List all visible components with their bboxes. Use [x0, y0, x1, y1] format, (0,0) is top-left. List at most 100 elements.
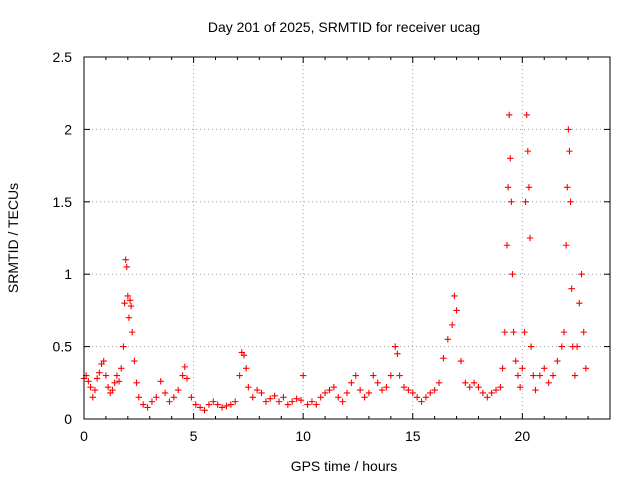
data-point — [124, 292, 132, 300]
data-point — [562, 242, 570, 249]
data-point — [109, 386, 116, 394]
data-point — [183, 375, 191, 382]
data-point — [139, 401, 147, 408]
data-point — [387, 372, 395, 379]
data-point — [427, 389, 434, 397]
data-point — [567, 198, 574, 205]
data-point — [532, 386, 539, 394]
data-point — [497, 383, 504, 391]
data-point — [218, 404, 226, 411]
data-point — [492, 386, 500, 394]
data-point — [525, 184, 533, 191]
data-point — [242, 365, 250, 372]
data-point — [400, 383, 408, 391]
data-point — [501, 328, 508, 336]
data-point — [516, 383, 524, 391]
data-point — [127, 302, 135, 310]
data-point — [284, 401, 292, 408]
data-point — [504, 184, 512, 191]
data-point — [245, 383, 252, 391]
data-point — [348, 379, 355, 386]
data-point — [571, 372, 579, 379]
data-point — [524, 147, 532, 155]
y-tick-label: 2.5 — [53, 49, 73, 65]
data-point — [118, 365, 125, 372]
data-point — [503, 242, 511, 249]
data-point — [120, 343, 127, 350]
data-point — [370, 372, 377, 379]
data-point — [576, 299, 583, 307]
data-point — [339, 398, 346, 405]
data-point — [280, 394, 287, 401]
data-point — [289, 398, 296, 405]
data-point — [457, 357, 465, 365]
x-tick-label: 15 — [405, 428, 421, 444]
data-point — [100, 357, 107, 365]
data-point — [102, 372, 110, 379]
data-point — [299, 372, 307, 379]
data-point — [317, 394, 324, 401]
data-point — [573, 343, 581, 350]
data-point — [271, 392, 278, 400]
y-tick-label: 0.5 — [53, 339, 73, 355]
data-point — [297, 396, 305, 404]
data-point — [148, 398, 156, 405]
data-point — [582, 365, 590, 372]
data-point — [499, 365, 506, 372]
data-point — [214, 401, 221, 408]
y-tick-label: 0 — [64, 411, 72, 427]
data-point — [122, 256, 129, 263]
data-point — [451, 292, 458, 300]
data-point — [335, 394, 342, 401]
data-point — [383, 383, 390, 391]
data-point — [405, 386, 412, 394]
data-point — [409, 389, 416, 397]
data-point — [394, 350, 401, 358]
data-point — [253, 386, 261, 394]
data-point — [545, 379, 552, 386]
data-point — [321, 389, 329, 397]
data-point — [121, 299, 128, 307]
data-point — [343, 389, 351, 397]
data-point — [510, 328, 517, 336]
data-point — [435, 379, 443, 386]
data-point — [521, 328, 528, 336]
data-point — [125, 314, 133, 321]
data-point — [440, 354, 447, 362]
data-point — [135, 394, 142, 401]
data-point — [188, 394, 195, 401]
chart-title: Day 201 of 2025, SRMTID for receiver uca… — [208, 19, 480, 35]
data-point — [104, 383, 112, 391]
data-point — [523, 111, 530, 119]
data-point — [462, 379, 469, 386]
data-point — [564, 184, 571, 191]
points-layer — [80, 111, 590, 414]
data-point — [232, 398, 239, 405]
data-point — [258, 389, 265, 397]
data-point — [96, 369, 103, 376]
data-point — [179, 372, 186, 379]
data-point — [554, 357, 561, 365]
data-point — [308, 398, 316, 405]
data-point — [249, 394, 256, 401]
data-point — [566, 147, 573, 155]
x-tick-label: 0 — [80, 428, 88, 444]
data-point — [115, 378, 123, 385]
data-point — [330, 383, 338, 391]
data-point — [313, 401, 320, 408]
data-point — [113, 372, 121, 379]
data-point — [91, 386, 99, 394]
data-point — [484, 394, 491, 401]
data-point — [580, 328, 587, 336]
data-point — [560, 328, 568, 336]
data-point — [111, 379, 118, 386]
data-point — [578, 271, 585, 278]
data-point — [418, 398, 425, 405]
data-point — [527, 343, 535, 350]
grid-layer — [84, 57, 610, 419]
data-point — [361, 394, 368, 401]
data-point — [201, 407, 208, 414]
data-point — [422, 394, 430, 401]
data-point — [444, 336, 452, 343]
data-point — [519, 365, 526, 372]
